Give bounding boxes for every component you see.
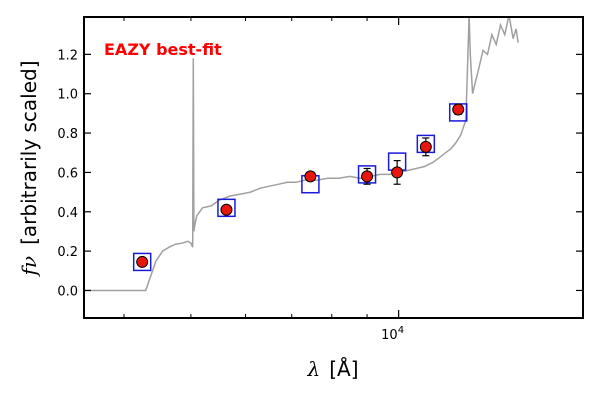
y-tick-label: 1.0 bbox=[57, 88, 78, 103]
sed-curve bbox=[84, 17, 519, 292]
plot-frame bbox=[83, 16, 584, 319]
x-axis-unit: [Å] bbox=[329, 357, 358, 381]
data-point bbox=[419, 140, 432, 153]
y-tick-label: 0.2 bbox=[57, 245, 78, 260]
annotation-label: EAZY best-fit bbox=[104, 40, 222, 59]
x-tick-base: 10 bbox=[381, 328, 398, 343]
data-point bbox=[361, 170, 374, 183]
x-axis-label: λ [Å] bbox=[306, 357, 358, 381]
y-tick-label: 0.6 bbox=[57, 166, 78, 181]
data-point bbox=[452, 103, 465, 116]
model-box bbox=[217, 198, 236, 218]
model-box bbox=[132, 252, 152, 272]
y-tick-label: 0.4 bbox=[57, 206, 78, 221]
x-tick-exponent: 4 bbox=[398, 325, 404, 336]
y-tick-label: 0.0 bbox=[57, 284, 78, 299]
y-tick-label: 1.2 bbox=[57, 48, 78, 63]
x-tick-label: 104 bbox=[381, 325, 404, 343]
data-point bbox=[220, 203, 233, 216]
data-point bbox=[304, 170, 317, 183]
data-point bbox=[136, 255, 149, 268]
y-axis-label: fν [arbitrarily scaled] bbox=[17, 60, 41, 277]
y-axis-symbol: fν bbox=[17, 256, 41, 278]
data-point bbox=[391, 166, 404, 179]
y-axis-text: [arbitrarily scaled] bbox=[17, 60, 41, 244]
y-tick-label: 0.8 bbox=[57, 127, 78, 142]
x-axis-symbol: λ bbox=[306, 357, 320, 381]
